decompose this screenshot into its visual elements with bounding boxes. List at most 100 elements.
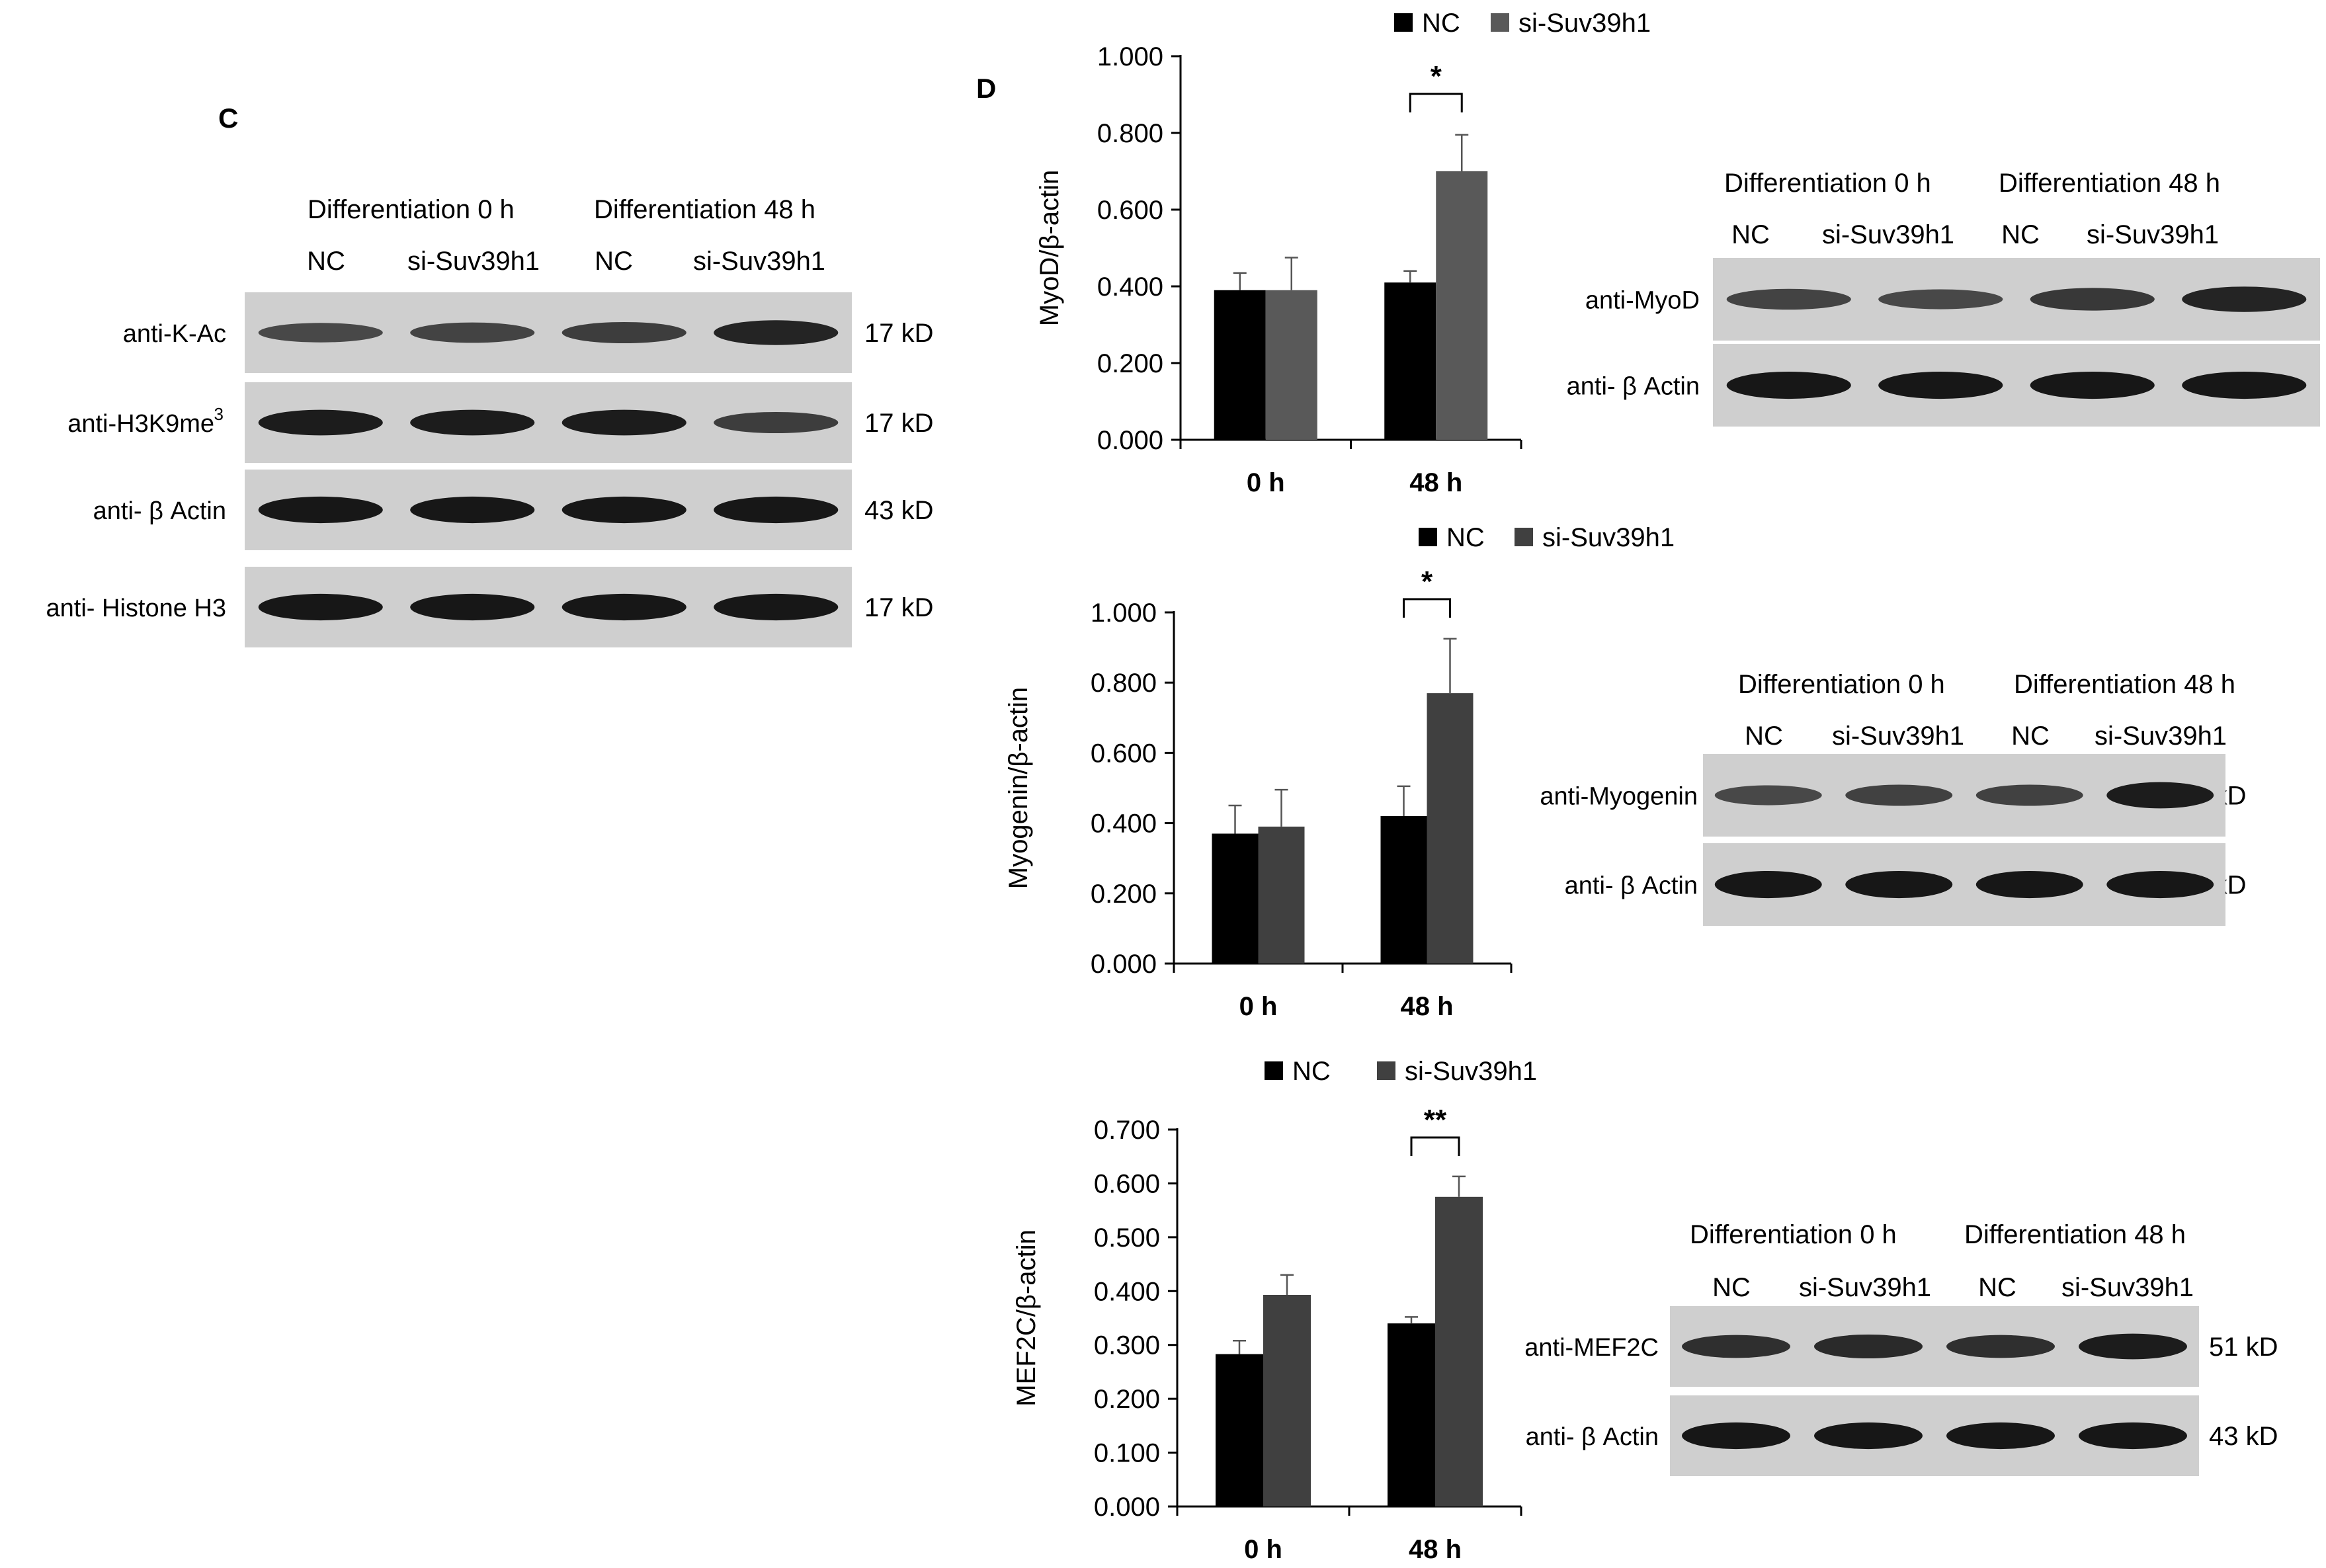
y-tick-label: 0.000 <box>1097 426 1163 455</box>
blot-band <box>714 593 839 621</box>
y-tick-label: 0.400 <box>1091 809 1157 839</box>
blot-band <box>258 323 383 343</box>
blot-label: anti-MEF2C <box>1524 1334 1659 1362</box>
condition-label: Differentiation 48 h <box>1999 169 2220 198</box>
panel-letter-c: C <box>218 103 238 134</box>
blot-band <box>714 320 839 345</box>
condition-label: Differentiation 48 h <box>594 195 815 224</box>
chart-myogenin: NC si-Suv39h1 0.000 0.200 0.400 0.600 0.800 1.0… <box>1004 523 1675 1021</box>
bar-si-suv39h1-0h <box>1258 826 1305 964</box>
blot-strip <box>1670 1395 2199 1476</box>
bar-nc-48h <box>1380 815 1427 964</box>
blot-band <box>1682 1422 1790 1450</box>
significance-label: * <box>1421 565 1433 598</box>
bar-si-suv39h1-48h <box>1435 1196 1483 1506</box>
blot-band <box>1975 870 2083 899</box>
x-tick-label: 48 h <box>1400 992 1453 1021</box>
blot-band <box>561 496 686 524</box>
lane-label: si-Suv39h1 <box>2061 1273 2194 1302</box>
blot-band <box>1726 288 1851 310</box>
blot-label: anti-H3K9me <box>67 410 214 438</box>
blot-band <box>410 322 535 343</box>
legend: NC si-Suv39h1 <box>1394 9 1651 38</box>
condition-label: Differentiation 0 h <box>1724 169 1931 198</box>
y-tick-label: 0.600 <box>1094 1169 1160 1198</box>
blot-strip <box>245 470 852 550</box>
bar-nc-0h <box>1212 833 1259 964</box>
blot-band <box>1682 1335 1790 1358</box>
lane-label: si-Suv39h1 <box>1799 1273 1931 1302</box>
blot-band <box>410 593 535 621</box>
bar-nc-0h <box>1216 1354 1263 1506</box>
lane-label: si-Suv39h1 <box>407 247 540 276</box>
panel-c-blots: Differentiation 0 h Differentiation 48 h N… <box>46 195 934 622</box>
blot-band <box>410 496 535 524</box>
blot-band <box>561 321 686 344</box>
significance-bracket <box>1409 93 1463 112</box>
y-tick-label: 0.000 <box>1091 950 1157 979</box>
bar-si-suv39h1-0h <box>1265 290 1317 440</box>
y-tick-label: 1.000 <box>1091 598 1157 628</box>
lane-label: NC <box>1712 1273 1751 1302</box>
blot-strip <box>245 382 852 463</box>
blot-band <box>1845 870 1953 899</box>
blot-band <box>258 409 383 436</box>
legend-swatch <box>1491 13 1509 32</box>
bar-si-suv39h1-48h <box>1436 171 1488 440</box>
y-tick-label: 0.100 <box>1094 1439 1160 1468</box>
lane-label: NC <box>1731 220 1770 249</box>
y-tick-label: 0.000 <box>1094 1493 1160 1522</box>
blot-label: anti- β Actin <box>93 497 226 525</box>
blot-size-label: 17 kD <box>864 593 934 622</box>
blot-band <box>258 593 383 621</box>
panel-letter-d: D <box>976 73 996 104</box>
y-tick-label: 0.600 <box>1091 739 1157 768</box>
lane-label: NC <box>1745 722 1783 751</box>
blot-band <box>1878 371 2003 399</box>
x-tick-label: 0 h <box>1239 992 1278 1021</box>
condition-label: Differentiation 0 h <box>1690 1220 1897 1249</box>
blot-size-label: 43 kD <box>864 496 934 525</box>
blot-band <box>561 409 686 436</box>
blot-label-superscript: 3 <box>214 404 224 424</box>
x-tick-label: 48 h <box>1409 468 1462 497</box>
legend-label: si-Suv39h1 <box>1405 1057 1537 1086</box>
blot-band <box>1878 289 2003 309</box>
legend-label: NC <box>1422 9 1460 38</box>
legend-label: si-Suv39h1 <box>1542 523 1675 552</box>
y-tick-label: 1.000 <box>1097 42 1163 71</box>
blot-band <box>1946 1335 2055 1358</box>
condition-label: Differentiation 48 h <box>2014 670 2235 699</box>
significance-bracket <box>1403 598 1451 618</box>
blot-label: anti- β Actin <box>1526 1423 1659 1451</box>
blot-strip <box>1703 843 2225 926</box>
y-tick-label: 0.200 <box>1097 349 1163 378</box>
legend-label: NC <box>1292 1057 1331 1086</box>
significance-bracket <box>1410 1136 1460 1156</box>
lane-label: NC <box>2001 220 2040 249</box>
lane-label: NC <box>2011 722 2050 751</box>
blot-band <box>2030 371 2155 399</box>
lane-label: si-Suv39h1 <box>2095 722 2227 751</box>
lane-label: NC <box>307 247 345 276</box>
blot-strip <box>245 292 852 373</box>
significance-label: * <box>1431 60 1442 93</box>
blot-band <box>2106 870 2214 899</box>
condition-label: Differentiation 0 h <box>1738 670 1945 699</box>
blot-band <box>2182 286 2307 312</box>
blot-band <box>1814 1422 1923 1450</box>
blot-size-label: 51 kD <box>2209 1333 2278 1362</box>
legend-swatch <box>1394 13 1413 32</box>
blot-band <box>714 411 839 434</box>
blot-band <box>1814 1334 1923 1359</box>
legend-swatch <box>1377 1061 1395 1080</box>
blot-label: anti-MyoD <box>1585 287 1700 315</box>
blot-label: anti- β Actin <box>1565 872 1698 900</box>
bar-nc-48h <box>1384 282 1436 440</box>
y-axis-label: MyoD/β-actin <box>1035 170 1064 326</box>
blot-band <box>1975 784 2083 806</box>
y-tick-label: 0.200 <box>1091 880 1157 909</box>
y-tick-label: 0.800 <box>1097 119 1163 148</box>
blot-band <box>1726 371 1851 399</box>
